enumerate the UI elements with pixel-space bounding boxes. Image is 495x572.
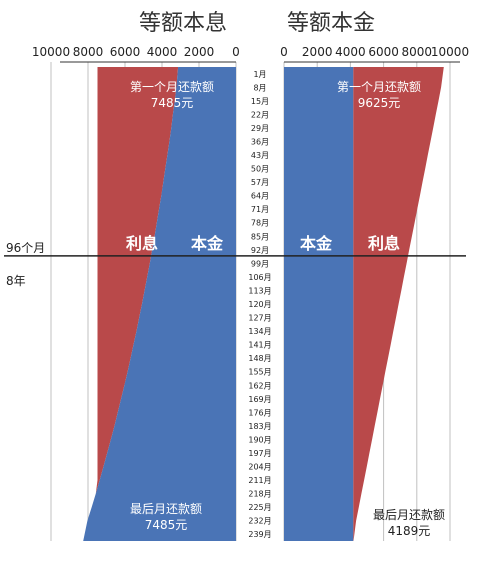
month-label: 204月 — [248, 463, 271, 472]
month-label: 183月 — [248, 422, 271, 431]
month-label: 218月 — [248, 490, 271, 499]
month-label: 92月 — [251, 246, 269, 255]
month-label: 29月 — [251, 124, 269, 133]
right-x-tick-label: 4000 — [335, 45, 366, 59]
left-x-tick-label: 6000 — [110, 45, 141, 59]
month-label: 50月 — [251, 165, 269, 174]
right-first-payment-value: 9625元 — [358, 96, 401, 110]
left-first-payment-label: 第一个月还款额 — [130, 80, 214, 94]
month-label: 211月 — [248, 476, 271, 485]
month-label: 225月 — [248, 503, 271, 512]
left-interest-area — [83, 67, 179, 541]
month-label: 15月 — [251, 97, 269, 106]
month-label: 155月 — [248, 368, 271, 377]
right-x-tick-label: 6000 — [368, 45, 399, 59]
right-x-tick-label: 10000 — [431, 45, 469, 59]
left-chart-title: 等额本息 — [139, 11, 227, 36]
left-x-tick-label: 2000 — [184, 45, 215, 59]
right-principal-label: 本金 — [300, 234, 333, 253]
month-label: 176月 — [248, 408, 271, 417]
month-label: 141月 — [248, 341, 271, 350]
left-principal-area — [83, 67, 236, 541]
right-first-payment-label: 第一个月还款额 — [337, 80, 421, 94]
month-label: 64月 — [251, 192, 269, 201]
month-label: 239月 — [248, 530, 271, 539]
month-label: 57月 — [251, 178, 269, 187]
month-label: 8月 — [253, 83, 266, 92]
month-label: 232月 — [248, 517, 271, 526]
right-principal-area — [284, 67, 354, 541]
month-label: 71月 — [251, 205, 269, 214]
month-label: 162月 — [248, 381, 271, 390]
right-x-tick-label: 8000 — [402, 45, 433, 59]
right-interest-label: 利息 — [368, 234, 400, 253]
left-interest-label: 利息 — [126, 234, 158, 253]
month-label: 43月 — [251, 151, 269, 160]
left-x-tick-label: 10000 — [32, 45, 70, 59]
month-label: 1月 — [253, 70, 266, 79]
month-label: 106月 — [248, 273, 271, 282]
month-label: 113月 — [248, 286, 271, 295]
month-label: 190月 — [248, 435, 271, 444]
month-label: 78月 — [251, 219, 269, 228]
month-label: 22月 — [251, 110, 269, 119]
right-chart-title: 等额本金 — [287, 11, 375, 36]
months-label: 96个月 — [6, 241, 45, 255]
left-last-payment-value: 7485元 — [145, 518, 188, 532]
right-interest-area — [353, 67, 444, 541]
month-label: 127月 — [248, 314, 271, 323]
month-label: 134月 — [248, 327, 271, 336]
right-x-tick-label: 2000 — [302, 45, 333, 59]
left-first-payment-value: 7485元 — [151, 96, 194, 110]
left-x-tick-label: 0 — [232, 45, 240, 59]
right-last-payment-value: 4189元 — [388, 524, 431, 538]
years-label: 8年 — [6, 274, 26, 288]
month-label: 85月 — [251, 232, 269, 241]
month-label: 148月 — [248, 354, 271, 363]
left-x-tick-label: 4000 — [147, 45, 178, 59]
left-principal-label: 本金 — [191, 234, 224, 253]
month-label: 36月 — [251, 137, 269, 146]
month-label: 169月 — [248, 395, 271, 404]
right-last-payment-label: 最后月还款额 — [373, 508, 445, 522]
left-x-tick-label: 8000 — [73, 45, 104, 59]
left-last-payment-label: 最后月还款额 — [130, 502, 202, 516]
right-x-tick-label: 0 — [280, 45, 288, 59]
month-label: 99月 — [251, 259, 269, 268]
month-label: 197月 — [248, 449, 271, 458]
month-label: 120月 — [248, 300, 271, 309]
